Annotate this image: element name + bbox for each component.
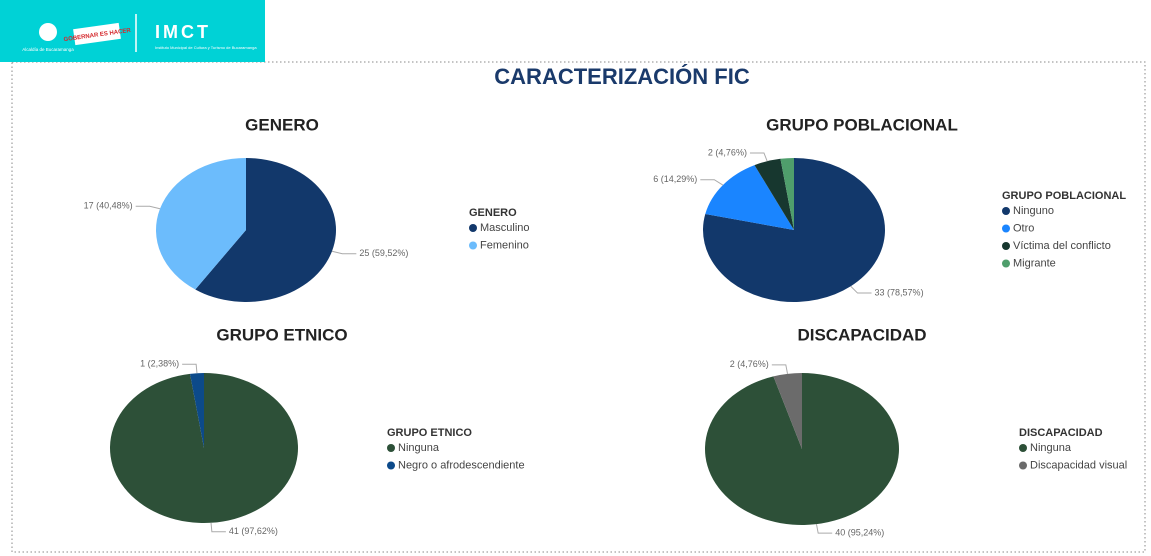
legend-swatch (1019, 444, 1027, 452)
leader-line (850, 285, 872, 294)
legend-swatch (1002, 242, 1010, 250)
leader-line (135, 205, 161, 210)
leader-line (700, 179, 724, 186)
leader-line (331, 250, 357, 255)
frame (11, 61, 1146, 553)
legend-swatch (387, 444, 395, 452)
logo-subtitle: Instituto Municipal de Cultura y Turismo… (155, 45, 257, 50)
pie-slice (754, 158, 794, 230)
legend-swatch (469, 241, 477, 250)
legend-item: Masculino (480, 222, 530, 234)
logo-city: Alcaldía de Bucaramanga (22, 47, 74, 52)
legend-title: GRUPO POBLACIONAL (1002, 190, 1126, 202)
legend-item: Ninguna (398, 442, 440, 454)
legend-item: Migrante (1013, 257, 1056, 269)
pie-slice (704, 373, 899, 525)
logo-text: IMCT (155, 22, 211, 42)
legend-item: Discapacidad visual (1030, 459, 1127, 471)
data-label: 41 (97,62%) (229, 526, 278, 536)
pie-slice (109, 373, 298, 524)
legend-item: Ninguno (1013, 205, 1054, 217)
legend-item: Otro (1013, 222, 1034, 234)
pie-slice (773, 373, 802, 449)
city-emblem (39, 23, 57, 41)
legend-item: Víctima del conflicto (1013, 240, 1111, 252)
leader-line (182, 363, 198, 374)
chart-title: DISCAPACIDAD (797, 325, 926, 344)
legend-swatch (1002, 259, 1010, 268)
data-label: 33 (78,57%) (875, 287, 924, 297)
legend-swatch (387, 461, 395, 470)
leader-line (815, 524, 833, 534)
legend-item: Negro o afrodescendiente (398, 459, 525, 471)
pie-slice (705, 165, 794, 230)
pie-slice (195, 158, 336, 303)
pie-slice (780, 158, 794, 230)
data-label: 17 (40,48%) (84, 201, 133, 211)
legend-title: DISCAPACIDAD (1019, 427, 1103, 439)
leader-line (210, 522, 226, 533)
legend-swatch (1019, 461, 1027, 470)
chart-title: GRUPO POBLACIONAL (766, 115, 958, 134)
data-label: 1 (2,38%) (140, 359, 179, 369)
legend-title: GRUPO ETNICO (387, 427, 472, 439)
pie-slice (156, 158, 246, 290)
slogan-badge (73, 22, 121, 46)
pie-slice (189, 373, 204, 448)
dashboard-title: CARACTERIZACIÓN FIC (494, 64, 750, 89)
legend-item: Ninguna (1030, 442, 1072, 454)
chart-title: GRUPO ETNICO (216, 325, 347, 344)
legend-swatch (1002, 224, 1010, 233)
data-label: 25 (59,52%) (359, 248, 408, 258)
data-label: 2 (4,76%) (730, 359, 769, 369)
legend-swatch (469, 224, 477, 232)
legend-item: Femenino (480, 239, 529, 251)
leader-line (749, 152, 768, 162)
chart-title: GENERO (245, 115, 319, 134)
leader-line (771, 364, 789, 374)
data-label: 40 (95,24%) (835, 528, 884, 538)
legend-swatch (1002, 207, 1010, 215)
legend-title: GENERO (469, 207, 517, 219)
data-label: 2 (4,76%) (708, 147, 747, 157)
data-label: 6 (14,29%) (653, 174, 697, 184)
